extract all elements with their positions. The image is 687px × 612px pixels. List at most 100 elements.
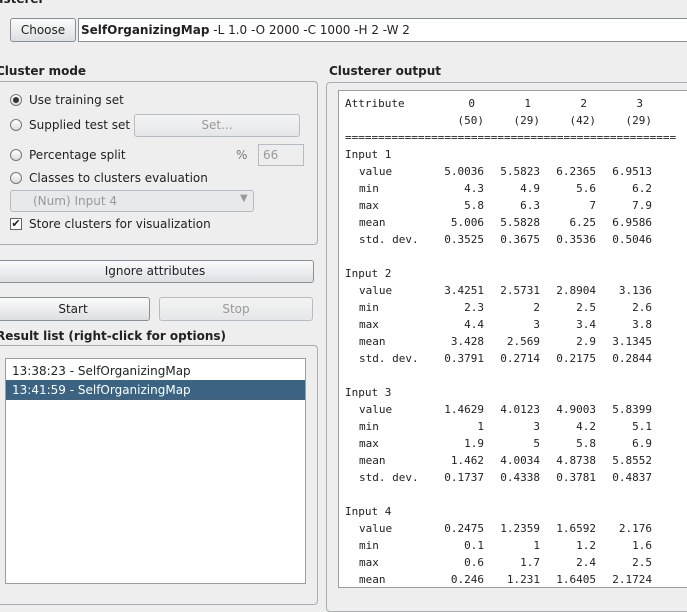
output-value: 0.4837	[612, 471, 652, 484]
output-stat-label: mean	[359, 573, 386, 586]
output-stat-label: min	[359, 182, 379, 195]
output-stat-label: std. dev.	[359, 471, 419, 484]
output-text-area: Attribute 0 1 2 3 (50) (29) (42) (29) ===========…	[338, 90, 687, 588]
output-value: 3.4251	[444, 284, 484, 297]
radio[interactable]	[10, 119, 22, 131]
output-attribute: Input 4	[345, 505, 392, 518]
output-value: 1	[477, 420, 484, 433]
output-value: 3.136	[618, 284, 652, 297]
output-value: 5.8	[576, 437, 596, 450]
output-value: 0.6	[464, 556, 484, 569]
output-value: 4.0123	[500, 403, 540, 416]
radio-label: Classes to clusters evaluation	[29, 171, 208, 185]
result-item[interactable]: 13:38:23 - SelfOrganizingMap	[12, 364, 191, 378]
output-value: 1.4629	[444, 403, 484, 416]
output-value: 2.9	[576, 335, 596, 348]
output-value: 5.8	[464, 199, 484, 212]
output-value: 6.25	[569, 216, 597, 229]
output-value: 3	[533, 420, 540, 433]
checkbox-label: Store clusters for visualization	[29, 217, 211, 231]
combo-arrow: ▼	[240, 193, 248, 204]
output-value: 0.3525	[444, 233, 484, 246]
output-attribute: Input 2	[345, 267, 392, 280]
output-stat-label: mean	[359, 216, 386, 229]
output-value: 7.9	[632, 199, 652, 212]
output-value: 1.6	[632, 539, 652, 552]
output-value: 2.8904	[556, 284, 596, 297]
output-value: 0.3791	[444, 352, 484, 365]
output-value: 2	[533, 301, 540, 314]
radio-label: Use training set	[29, 93, 124, 107]
output-value: 1.231	[506, 573, 540, 586]
radio[interactable]	[10, 94, 22, 106]
output-cluster-size: (29)	[625, 114, 653, 127]
percent-sign: %	[236, 148, 248, 162]
output-value: 1.9	[464, 437, 484, 450]
output-value: 2.569	[506, 335, 540, 348]
output-stat-label: value	[359, 165, 393, 178]
ignore-button[interactable]: Ignore attributes	[0, 260, 314, 283]
output-stat-label: min	[359, 539, 379, 552]
output-value: 6.3	[520, 199, 540, 212]
output-header: 0	[468, 97, 475, 110]
output-value: 3.428	[450, 335, 484, 348]
radio[interactable]	[10, 149, 22, 161]
output-stat-label: max	[359, 437, 379, 450]
output-value: 2.5731	[500, 284, 540, 297]
output-stat-label: mean	[359, 454, 386, 467]
output-value: 0.2175	[556, 352, 596, 365]
result-list: 13:38:23 - SelfOrganizingMap 13:41:59 - …	[5, 358, 306, 584]
window-title: Clusterer	[0, 0, 44, 6]
checkbox[interactable]: ✔	[10, 217, 22, 230]
output-value: 3.4	[576, 318, 596, 331]
output-title: Clusterer output	[329, 64, 442, 78]
output-value: 1.2	[576, 539, 596, 552]
radio[interactable]	[10, 172, 22, 184]
output-cluster-size: (29)	[513, 114, 541, 127]
output-value: 2.6	[632, 301, 652, 314]
result-list-title: Result list (right-click for options)	[0, 329, 227, 343]
output-stat-label: min	[359, 420, 379, 433]
output-stat-label: min	[359, 301, 379, 314]
output-value: 5.1	[632, 420, 652, 433]
cluster-mode-title: Cluster mode	[0, 64, 87, 78]
output-value: 0.2714	[500, 352, 540, 365]
output-stat-label: value	[359, 284, 393, 297]
output-cluster-size: (50)	[457, 114, 485, 127]
output-header: 3	[636, 97, 643, 110]
radio-label: Percentage split	[29, 148, 126, 162]
output-value: 5.5828	[500, 216, 540, 229]
output-value: 6.9586	[612, 216, 652, 229]
output-value: 4.8738	[556, 454, 596, 467]
result-item-selected[interactable]: 13:41:59 - SelfOrganizingMap	[6, 380, 305, 400]
output-value: 6.2	[632, 182, 652, 195]
output-value: 3.1345	[612, 335, 652, 348]
output-value: 1.462	[450, 454, 484, 467]
start-button[interactable]: Start	[0, 297, 150, 321]
output-header: Attribute	[345, 97, 405, 110]
output-header: 1	[524, 97, 531, 110]
clusterer-field[interactable]: SelfOrganizingMap -L 1.0 -O 2000 -C 1000…	[78, 18, 687, 42]
output-stat-label: max	[359, 318, 379, 331]
output-attribute: Input 1	[345, 148, 392, 161]
output-value: 0.4338	[500, 471, 540, 484]
output-value: 6.9	[632, 437, 652, 450]
output-value: 5.8399	[612, 403, 652, 416]
output-value: 2.176	[618, 522, 652, 535]
clusterer-name: SelfOrganizingMap	[81, 23, 210, 37]
set-button: Set...	[134, 114, 300, 137]
stop-button: Stop	[159, 297, 313, 321]
output-stat-label: mean	[359, 335, 386, 348]
clusterer-options: -L 1.0 -O 2000 -C 1000 -H 2 -W 2	[213, 23, 410, 37]
output-stat-label: value	[359, 522, 393, 535]
output-stat-label: value	[359, 403, 393, 416]
output-value: 3.8	[632, 318, 652, 331]
output-value: 1.6592	[556, 522, 596, 535]
output-value: 5	[533, 437, 540, 450]
output-value: 5.0036	[444, 165, 484, 178]
output-stat-label: std. dev.	[359, 352, 419, 365]
choose-button[interactable]: Choose	[10, 18, 76, 42]
output-value: 0.3536	[556, 233, 596, 246]
output-attribute: Input 3	[345, 386, 392, 399]
